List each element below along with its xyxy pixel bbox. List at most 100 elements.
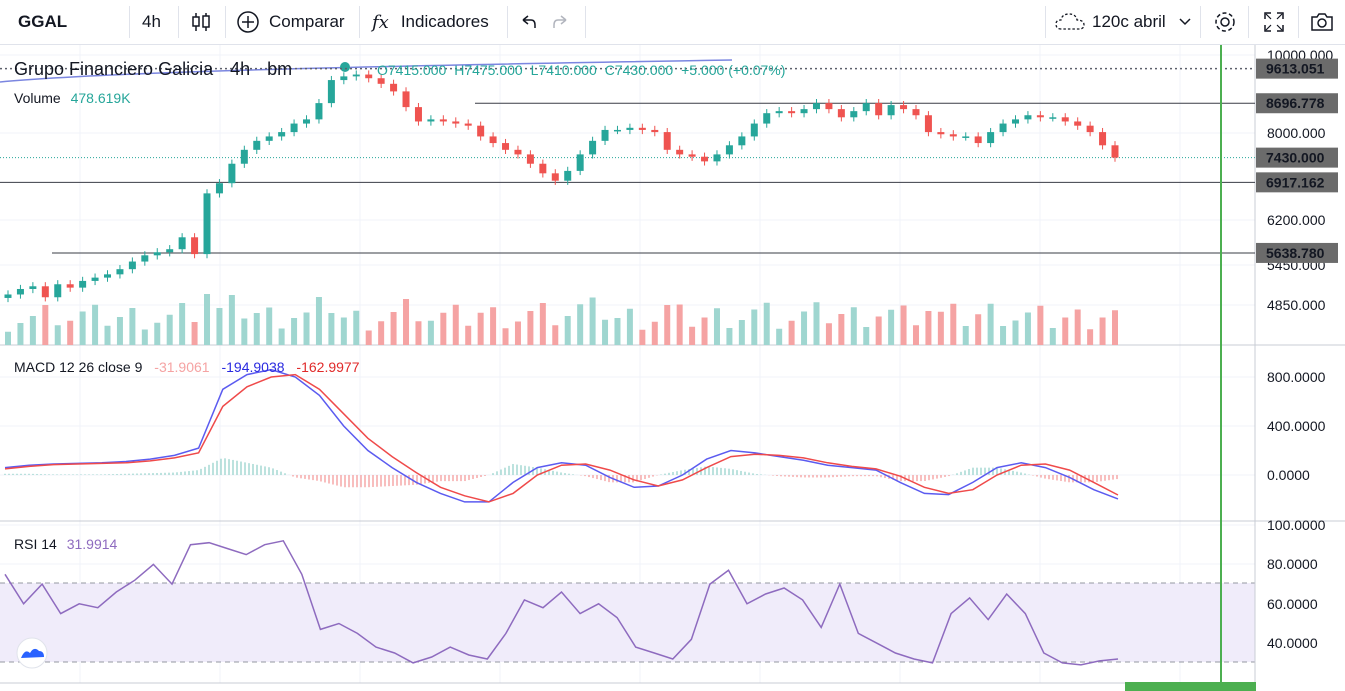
plus-circle-icon bbox=[237, 11, 259, 33]
h-value: 7475.000 bbox=[464, 62, 523, 78]
interval-button[interactable]: 4h bbox=[142, 0, 161, 44]
chart-area[interactable]: Grupo Financiero Galicia 4h bm O7415.000… bbox=[0, 45, 1345, 691]
candle-body bbox=[962, 136, 970, 138]
candle-body bbox=[862, 103, 870, 112]
candle-body bbox=[215, 183, 223, 194]
volume-bar bbox=[626, 308, 633, 345]
volume-bar bbox=[1112, 310, 1118, 345]
settings-button[interactable] bbox=[1212, 0, 1238, 44]
trend-line bbox=[0, 59, 733, 83]
legend-interval: 4h bbox=[230, 59, 250, 79]
candle-body bbox=[278, 132, 286, 137]
candle-body bbox=[502, 143, 510, 150]
indicators-button[interactable]: fx Indicadores bbox=[372, 0, 489, 44]
candle-body bbox=[775, 111, 783, 114]
tradingview-logo[interactable] bbox=[16, 637, 48, 669]
rsi-axis-label: 100.0000 bbox=[1267, 517, 1326, 533]
candle-body bbox=[1024, 115, 1032, 120]
volume-bar bbox=[452, 304, 459, 345]
volume-bar bbox=[863, 327, 870, 345]
candle-body bbox=[999, 123, 1007, 133]
macd-hist-value: -31.9061 bbox=[154, 359, 209, 375]
candle-body bbox=[601, 129, 609, 141]
screenshot-button[interactable] bbox=[1309, 0, 1335, 44]
toolbar-divider bbox=[585, 6, 586, 38]
volume-bar bbox=[664, 305, 671, 345]
volume-bar bbox=[875, 316, 882, 345]
candle-body bbox=[825, 103, 833, 110]
redo-button[interactable] bbox=[551, 0, 571, 44]
candle-body bbox=[725, 145, 733, 155]
candle-body bbox=[750, 123, 758, 137]
candle-body bbox=[663, 132, 671, 150]
candle-body bbox=[676, 149, 684, 155]
price-marker-box bbox=[1256, 58, 1338, 79]
fullscreen-button[interactable] bbox=[1262, 0, 1286, 44]
volume-bar bbox=[1099, 317, 1106, 345]
chart-style-button[interactable] bbox=[190, 0, 212, 44]
volume-bar bbox=[838, 314, 845, 345]
indicators-label: Indicadores bbox=[400, 12, 489, 31]
macd-axis[interactable]: 800.0000 400.0000 0.0000 bbox=[1267, 369, 1326, 483]
candle-body bbox=[402, 91, 410, 108]
volume-bar bbox=[340, 317, 347, 345]
candle-body bbox=[489, 136, 497, 144]
candle-body bbox=[54, 284, 62, 298]
rsi-axis[interactable]: 100.0000 80.0000 60.0000 40.0000 bbox=[1267, 517, 1326, 651]
toolbar-divider bbox=[1248, 6, 1249, 38]
volume-bar bbox=[1037, 305, 1044, 345]
volume-bar bbox=[278, 328, 285, 345]
candle-body bbox=[228, 163, 236, 184]
volume-bar bbox=[129, 308, 136, 345]
candle-body bbox=[651, 129, 659, 133]
macd-value: -194.9038 bbox=[221, 359, 284, 375]
volume-bar bbox=[950, 303, 957, 345]
candle-body bbox=[576, 154, 584, 171]
logo-cloud-icon bbox=[21, 648, 44, 658]
price-axis-label: 4850.000 bbox=[1267, 297, 1326, 313]
undo-icon bbox=[522, 15, 536, 28]
candle-body bbox=[327, 80, 335, 104]
volume-bar bbox=[166, 314, 173, 345]
volume-bar bbox=[987, 303, 994, 345]
volume-bar bbox=[925, 311, 932, 345]
price-marker-label: 8696.778 bbox=[1266, 95, 1325, 111]
volume-bar bbox=[527, 311, 534, 345]
candle-body bbox=[153, 252, 161, 256]
volume-bar bbox=[937, 311, 944, 345]
volume-bar bbox=[1062, 317, 1069, 345]
compare-label: Comparar bbox=[269, 12, 345, 31]
candle-body bbox=[477, 125, 485, 137]
volume-bar bbox=[1000, 326, 1007, 345]
candle-body bbox=[203, 193, 211, 255]
volume-bar bbox=[67, 320, 74, 345]
volume-bar bbox=[390, 312, 397, 345]
toolbar-divider bbox=[359, 6, 360, 38]
candle-body bbox=[128, 261, 136, 270]
candles bbox=[4, 70, 1119, 303]
volume-bar bbox=[912, 325, 919, 345]
volume-bar bbox=[539, 303, 546, 345]
candle-body bbox=[987, 132, 995, 144]
volume-bar bbox=[614, 318, 621, 345]
rsi-line bbox=[4, 539, 1119, 666]
volume-bar bbox=[900, 305, 907, 345]
volume-bar bbox=[17, 323, 24, 345]
rsi-axis-label: 60.0000 bbox=[1267, 596, 1318, 612]
range-button[interactable]: 120c abril bbox=[1054, 0, 1192, 44]
symbol-search-button[interactable]: GGAL bbox=[18, 0, 67, 44]
volume-bars bbox=[5, 294, 1118, 345]
volume-bar bbox=[577, 304, 584, 345]
rsi-axis-label: 80.0000 bbox=[1267, 556, 1318, 572]
candle-body bbox=[104, 274, 112, 278]
change-value: +5.000 (+0.07%) bbox=[681, 62, 785, 78]
volume-bar bbox=[5, 331, 11, 345]
rsi-band bbox=[0, 583, 1255, 662]
compare-button[interactable]: Comparar bbox=[236, 0, 345, 44]
volume-bar bbox=[440, 312, 447, 345]
undo-button[interactable] bbox=[518, 0, 538, 44]
candle-body bbox=[626, 127, 634, 130]
volume-bar bbox=[726, 328, 733, 345]
candle-body bbox=[701, 156, 709, 162]
volume-bar bbox=[191, 322, 198, 345]
